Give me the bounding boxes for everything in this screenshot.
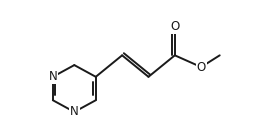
- Text: O: O: [197, 61, 206, 74]
- Text: N: N: [49, 70, 57, 83]
- Text: N: N: [70, 105, 79, 118]
- Text: O: O: [170, 20, 179, 33]
